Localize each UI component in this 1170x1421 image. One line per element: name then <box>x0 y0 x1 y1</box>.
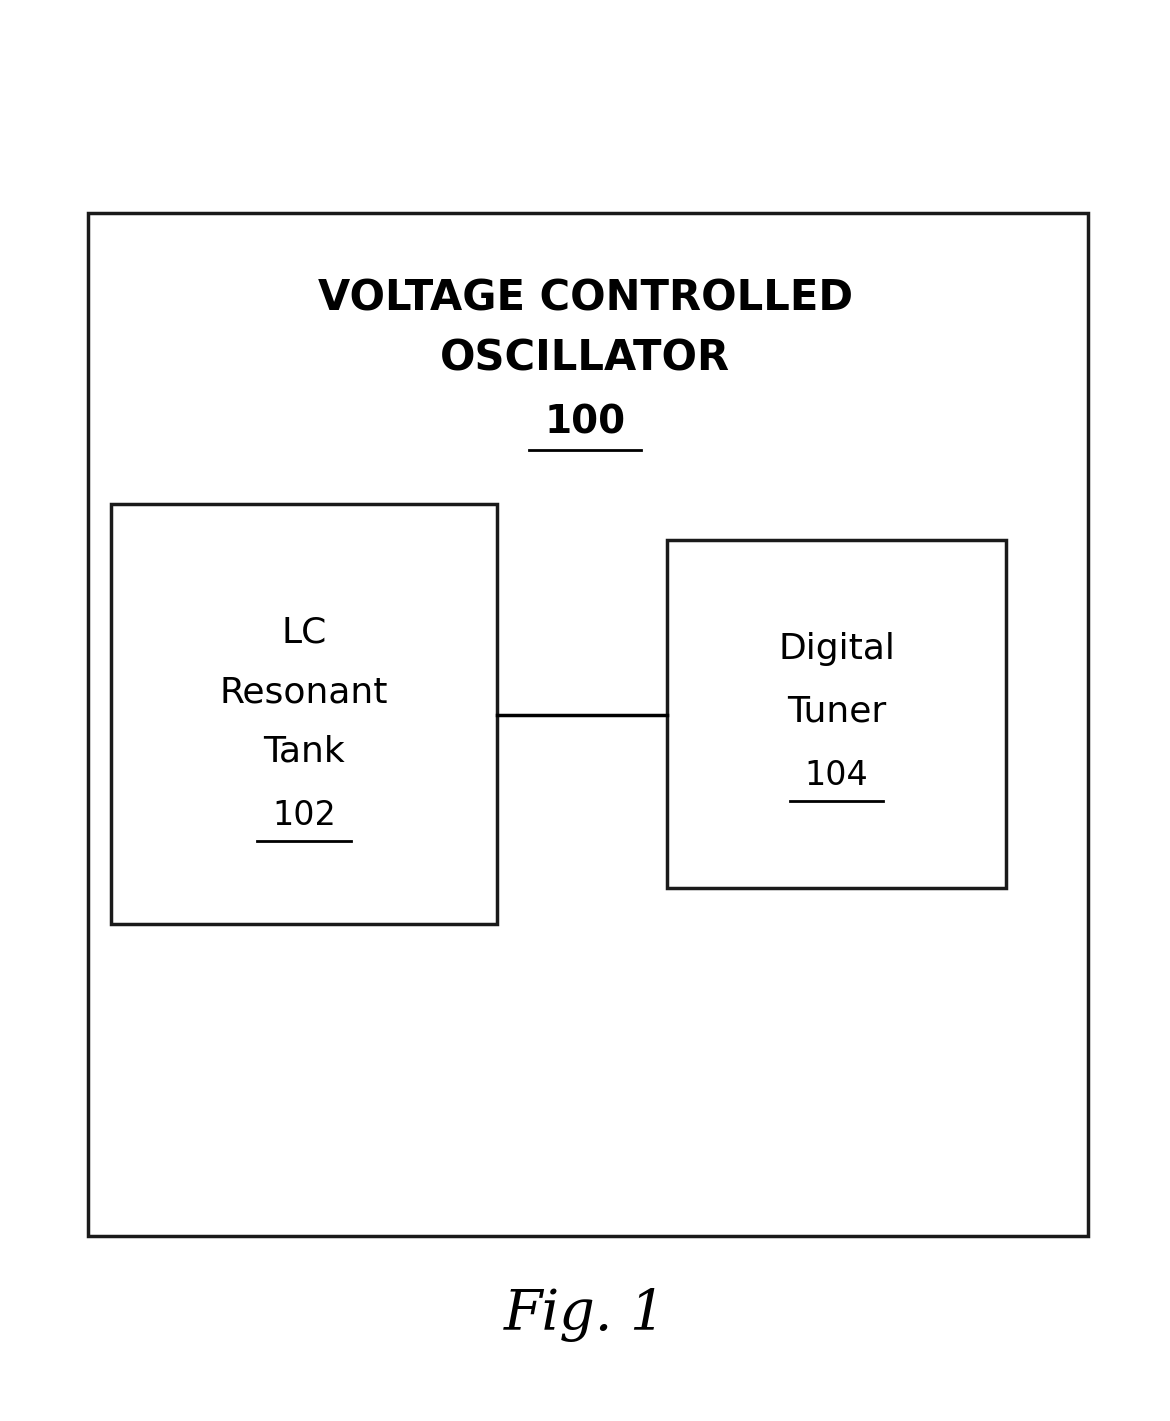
Text: 100: 100 <box>544 404 626 441</box>
Text: 104: 104 <box>805 759 868 793</box>
Text: Fig. 1: Fig. 1 <box>504 1287 666 1341</box>
Text: Tank: Tank <box>263 735 345 769</box>
Bar <box>88 213 1088 1236</box>
Text: LC: LC <box>282 615 326 649</box>
Bar <box>111 504 497 924</box>
Bar <box>667 540 1006 888</box>
Text: VOLTAGE CONTROLLED: VOLTAGE CONTROLLED <box>317 277 853 320</box>
Text: 102: 102 <box>273 799 336 833</box>
Text: Digital: Digital <box>778 632 895 666</box>
Text: OSCILLATOR: OSCILLATOR <box>440 337 730 379</box>
Text: Resonant: Resonant <box>220 675 388 709</box>
Text: Tuner: Tuner <box>787 695 886 729</box>
